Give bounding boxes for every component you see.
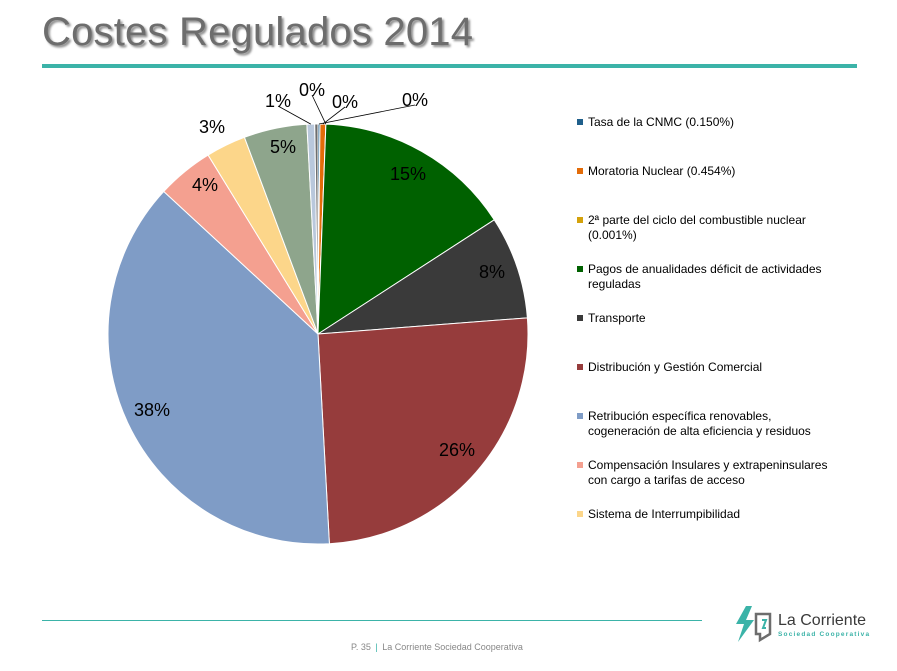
slice-data-label: 8% (479, 262, 505, 282)
legend-swatch (577, 413, 583, 419)
slice-data-label: 0% (332, 92, 358, 112)
slice-data-label: 5% (270, 137, 296, 157)
legend-item: Retribución específica renovables, cogen… (577, 409, 839, 438)
pie-slice (314, 123, 319, 335)
legend-item: Tasa de la CNMC (0.150%) (577, 115, 839, 130)
slice-data-label: 15% (390, 164, 426, 184)
pie-slice (317, 317, 529, 545)
legend-swatch (577, 119, 583, 125)
leader-line (277, 105, 312, 125)
slice-data-label: 4% (192, 175, 218, 195)
slice-data-label: 26% (439, 440, 475, 460)
legend-label: Compensación Insulares y extrapeninsular… (588, 458, 828, 487)
pie-slices (107, 123, 529, 545)
page-title: Costes Regulados 2014 (42, 10, 474, 54)
legend-label: Pagos de anualidades déficit de activida… (588, 262, 822, 291)
legend-item: Moratoria Nuclear (0.454%) (577, 164, 839, 179)
legend-swatch (577, 462, 583, 468)
title-underline (42, 64, 857, 68)
pie-slice (317, 123, 495, 335)
slice-data-label: 3% (199, 117, 225, 137)
slice-data-label: 38% (134, 400, 170, 420)
leader-lines (277, 94, 416, 125)
legend-swatch (577, 217, 583, 223)
legend-label: Sistema de Interrumpibilidad (588, 507, 741, 521)
footer-org: La Corriente Sociedad Cooperativa (382, 642, 523, 652)
legend-item: Sistema de Interrumpibilidad (577, 507, 839, 522)
legend-item: Pagos de anualidades déficit de activida… (577, 262, 839, 291)
footer-text: P. 35 | La Corriente Sociedad Cooperativ… (351, 642, 523, 652)
legend-label: Retribución específica renovables, cogen… (588, 409, 811, 438)
footer-separator: | (375, 642, 378, 652)
logo-name: La Corriente (778, 612, 867, 629)
legend-item: Distribución y Gestión Comercial (577, 360, 839, 375)
legend-item: Transporte (577, 311, 839, 326)
legend-label: Transporte (588, 311, 646, 325)
pie-slice (107, 190, 330, 545)
leader-line (318, 104, 416, 125)
data-labels: 0% 0% 0% 15% 8% 26% 38% 4% 3% 5% 1% (134, 80, 505, 460)
pie-slice (317, 219, 528, 335)
legend-swatch (577, 266, 583, 272)
leader-line (322, 106, 346, 125)
lightning-bolt-icon (736, 606, 772, 643)
legend-label: 2ª parte del ciclo del combustible nucle… (588, 213, 806, 242)
legend-label: Moratoria Nuclear (0.454%) (588, 164, 736, 178)
slice-data-label: 1% (265, 91, 291, 111)
legend-swatch (577, 168, 583, 174)
legend-item: Compensación Insulares y extrapeninsular… (577, 458, 839, 487)
footer-divider (42, 620, 702, 621)
leader-line (311, 94, 327, 125)
legend-label: Distribución y Gestión Comercial (588, 360, 763, 374)
legend-label: Tasa de la CNMC (0.150%) (588, 115, 735, 129)
legend-swatch (577, 511, 583, 517)
logo-subtitle: Sociedad Cooperativa (778, 631, 871, 638)
legend-item: 2ª parte del ciclo del combustible nucle… (577, 213, 839, 242)
page-number: P. 35 (351, 642, 371, 652)
legend-swatch (577, 364, 583, 370)
brand-logo: La Corriente Sociedad Cooperativa (730, 604, 880, 644)
slice-data-label: 0% (299, 80, 325, 100)
pie-chart: 0% 0% 0% 15% 8% 26% 38% 4% 3% 5% 1% (107, 80, 529, 545)
legend-swatch (577, 315, 583, 321)
slice-data-label: 0% (402, 90, 428, 110)
